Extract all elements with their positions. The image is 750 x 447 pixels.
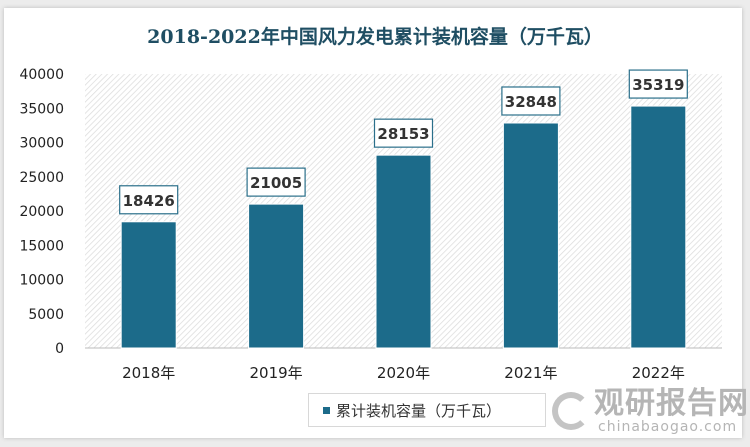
data-label-box: [119, 185, 179, 215]
bar: [375, 154, 432, 349]
y-tick-label: 40000: [19, 67, 64, 83]
y-tick-label: 5000: [28, 307, 64, 323]
bar: [120, 221, 177, 349]
watermark-cn: 观研报告网: [594, 386, 749, 421]
y-tick-label: 0: [55, 341, 64, 357]
x-tick-label: 2018年: [122, 364, 175, 382]
data-label: 35319: [632, 76, 684, 94]
data-label: 18426: [123, 192, 175, 210]
data-label: 28153: [377, 125, 429, 143]
y-tick-label: 15000: [19, 238, 64, 254]
y-tick-label: 10000: [19, 273, 64, 289]
bar: [630, 105, 687, 349]
watermark: 观研报告网 chinabaogao.com: [548, 388, 749, 435]
bar: [502, 122, 559, 349]
data-label-box: [373, 118, 434, 148]
data-label: 32848: [505, 93, 557, 111]
data-label: 21005: [250, 174, 302, 192]
y-tick-label: 35000: [19, 101, 64, 117]
legend: 累计装机容量（万千瓦）: [308, 393, 546, 427]
legend-swatch: [323, 406, 330, 414]
y-tick-label: 20000: [19, 204, 64, 220]
data-label-box: [246, 167, 306, 197]
data-label-box: [501, 86, 561, 116]
bar: [248, 203, 305, 349]
x-tick-label: 2021年: [504, 364, 557, 382]
data-label-box: [628, 69, 688, 99]
watermark-logo-icon: [552, 392, 590, 430]
watermark-en: chinabaogao.com: [598, 419, 738, 435]
x-tick-label: 2019年: [250, 364, 303, 382]
y-tick-label: 30000: [19, 136, 64, 152]
x-tick-label: 2022年: [632, 364, 685, 382]
legend-label: 累计装机容量（万千瓦）: [336, 401, 502, 420]
chart-title: 2018-2022年中国风力发电累计装机容量（万千瓦）: [147, 26, 603, 48]
y-tick-label: 25000: [19, 170, 64, 186]
x-tick-label: 2020年: [377, 364, 430, 382]
